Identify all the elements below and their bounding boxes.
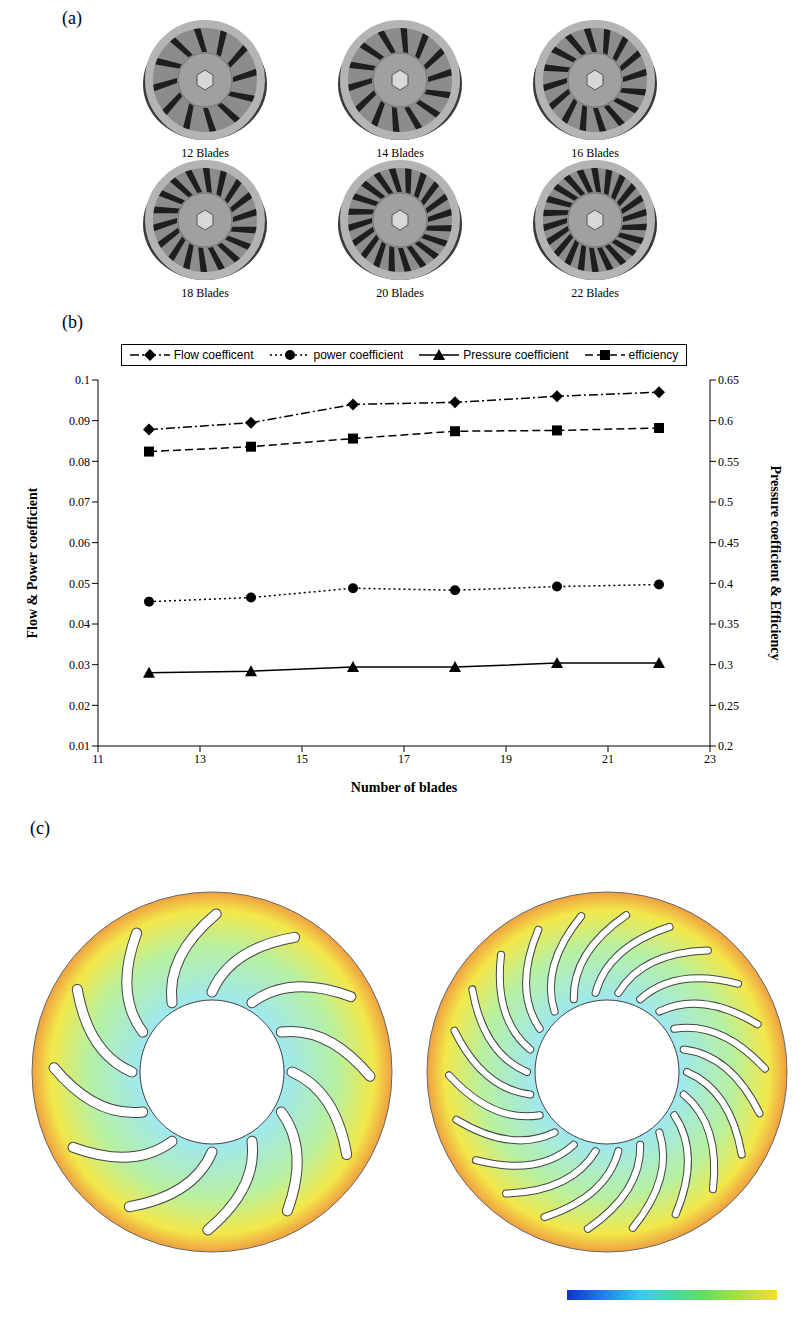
- svg-text:19: 19: [500, 752, 512, 766]
- html-text:18 Blades: 18 Blades: [181, 286, 229, 300]
- svg-text:0.45: 0.45: [718, 536, 739, 550]
- svg-text:13: 13: [194, 752, 206, 766]
- html-text:Flow coefficent: Flow coefficent: [173, 348, 254, 362]
- svg-text:Flow & Power coefficient: Flow & Power coefficient: [25, 487, 40, 638]
- html-text:(b): (b): [62, 312, 83, 332]
- html-text:14 Blades: 14 Blades: [376, 146, 424, 160]
- html-text:12 Blades: 12 Blades: [181, 146, 229, 160]
- svg-text:Pressure coefficient & Efficie: Pressure coefficient & Efficiency: [768, 465, 783, 660]
- svg-text:0.35: 0.35: [718, 617, 739, 631]
- svg-text:0.08: 0.08: [69, 455, 90, 469]
- svg-text:0.1: 0.1: [75, 373, 90, 387]
- svg-text:15: 15: [296, 752, 308, 766]
- svg-text:0.04: 0.04: [69, 617, 90, 631]
- svg-text:21: 21: [602, 752, 614, 766]
- svg-text:11: 11: [92, 752, 104, 766]
- html-text:power coefficient: power coefficient: [313, 348, 404, 362]
- html-text:22 Blades: 22 Blades: [571, 286, 619, 300]
- html-text:(c): (c): [30, 818, 50, 838]
- html-text:20 Blades: 20 Blades: [376, 286, 424, 300]
- html-text:efficiency: efficiency: [628, 348, 679, 362]
- html-text:(a): (a): [62, 8, 82, 28]
- svg-text:17: 17: [398, 752, 410, 766]
- svg-text:0.09: 0.09: [69, 414, 90, 428]
- svg-text:0.05: 0.05: [69, 577, 90, 591]
- svg-text:0.4: 0.4: [718, 577, 733, 591]
- svg-text:0.01: 0.01: [69, 739, 90, 753]
- svg-text:0.06: 0.06: [69, 536, 90, 550]
- svg-text:23: 23: [704, 752, 716, 766]
- svg-text:0.2: 0.2: [718, 739, 733, 753]
- svg-text:0.6: 0.6: [718, 414, 733, 428]
- svg-text:0.3: 0.3: [718, 658, 733, 672]
- svg-text:Number of blades: Number of blades: [351, 780, 458, 795]
- svg-text:0.55: 0.55: [718, 455, 739, 469]
- html-text:Pressure coefficient: Pressure coefficient: [463, 348, 569, 362]
- html-text:16 Blades: 16 Blades: [571, 146, 619, 160]
- svg-text:0.65: 0.65: [718, 373, 739, 387]
- svg-text:0.25: 0.25: [718, 699, 739, 713]
- svg-text:0.02: 0.02: [69, 699, 90, 713]
- svg-text:0.03: 0.03: [69, 658, 90, 672]
- svg-text:0.5: 0.5: [718, 495, 733, 509]
- svg-text:0.07: 0.07: [69, 495, 90, 509]
